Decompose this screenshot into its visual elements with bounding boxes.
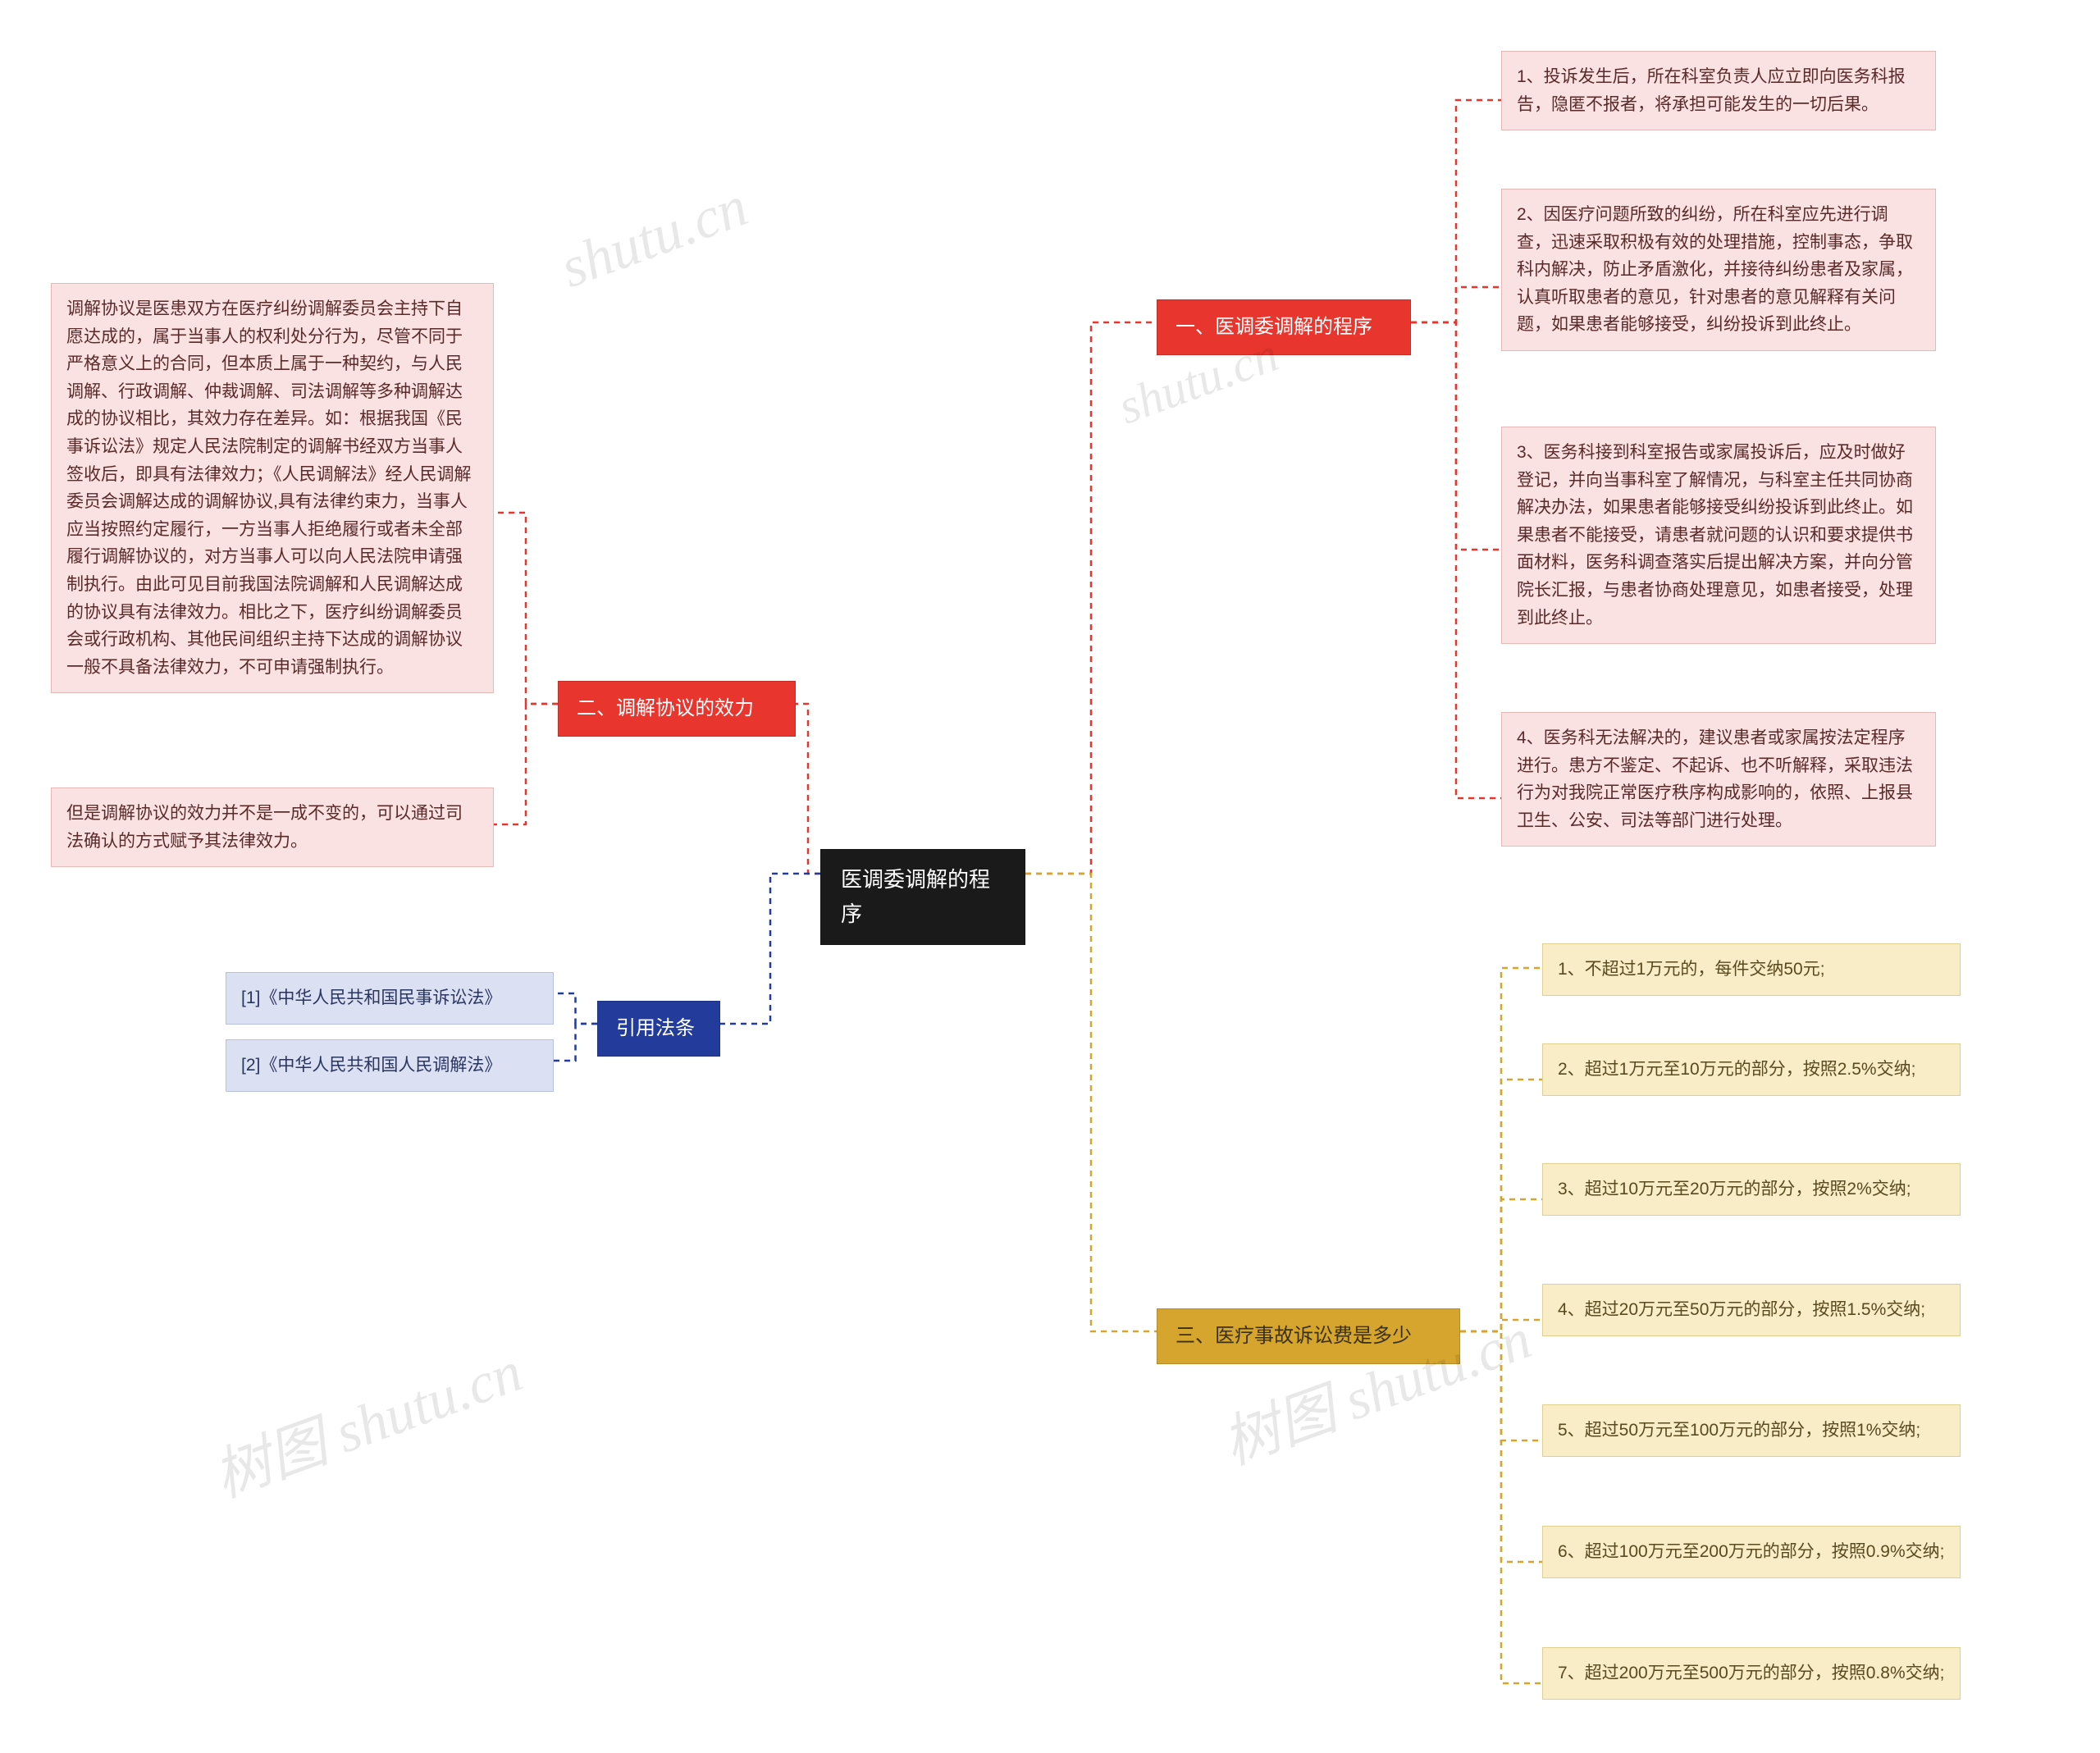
branch-2-leaf-2: 但是调解协议的效力并不是一成不变的，可以通过司法确认的方式赋予其法律效力。 <box>51 787 494 867</box>
branch-3-leaf-2: 2、超过1万元至10万元的部分，按照2.5%交纳; <box>1542 1043 1961 1096</box>
watermark-1: 树图 shutu.cn <box>201 1326 532 1513</box>
branch-3-leaf-7: 7、超过200万元至500万元的部分，按照0.8%交纳; <box>1542 1647 1961 1700</box>
branch-4-leaf-2: [2]《中华人民共和国人民调解法》 <box>226 1039 554 1092</box>
branch-1-leaf-4: 4、医务科无法解决的，建议患者或家属按法定程序进行。患方不鉴定、不起诉、也不听解… <box>1501 712 1936 847</box>
branch-1-leaf-2: 2、因医疗问题所致的纠纷，所在科室应先进行调查，迅速采取积极有效的处理措施，控制… <box>1501 189 1936 351</box>
root-node: 医调委调解的程序 <box>820 849 1025 945</box>
branch-3-leaf-1: 1、不超过1万元的，每件交纳50元; <box>1542 943 1961 996</box>
branch-3-leaf-5: 5、超过50万元至100万元的部分，按照1%交纳; <box>1542 1404 1961 1457</box>
branch-3-leaf-4: 4、超过20万元至50万元的部分，按照1.5%交纳; <box>1542 1284 1961 1336</box>
branch-3-leaf-6: 6、超过100万元至200万元的部分，按照0.9%交纳; <box>1542 1526 1961 1578</box>
branch-1: 一、医调委调解的程序 <box>1157 299 1411 355</box>
branch-3: 三、医疗事故诉讼费是多少 <box>1157 1308 1460 1364</box>
watermark-2: shutu.cn <box>552 174 756 302</box>
branch-1-leaf-3: 3、医务科接到科室报告或家属投诉后，应及时做好登记，并向当事科室了解情况，与科室… <box>1501 427 1936 644</box>
branch-2-leaf-1: 调解协议是医患双方在医疗纠纷调解委员会主持下自愿达成的，属于当事人的权利处分行为… <box>51 283 494 693</box>
branch-1-leaf-1: 1、投诉发生后，所在科室负责人应立即向医务科报告，隐匿不报者，将承担可能发生的一… <box>1501 51 1936 130</box>
branch-4: 引用法条 <box>597 1001 720 1057</box>
branch-4-leaf-1: [1]《中华人民共和国民事诉讼法》 <box>226 972 554 1025</box>
branch-3-leaf-3: 3、超过10万元至20万元的部分，按照2%交纳; <box>1542 1163 1961 1216</box>
branch-2: 二、调解协议的效力 <box>558 681 796 737</box>
